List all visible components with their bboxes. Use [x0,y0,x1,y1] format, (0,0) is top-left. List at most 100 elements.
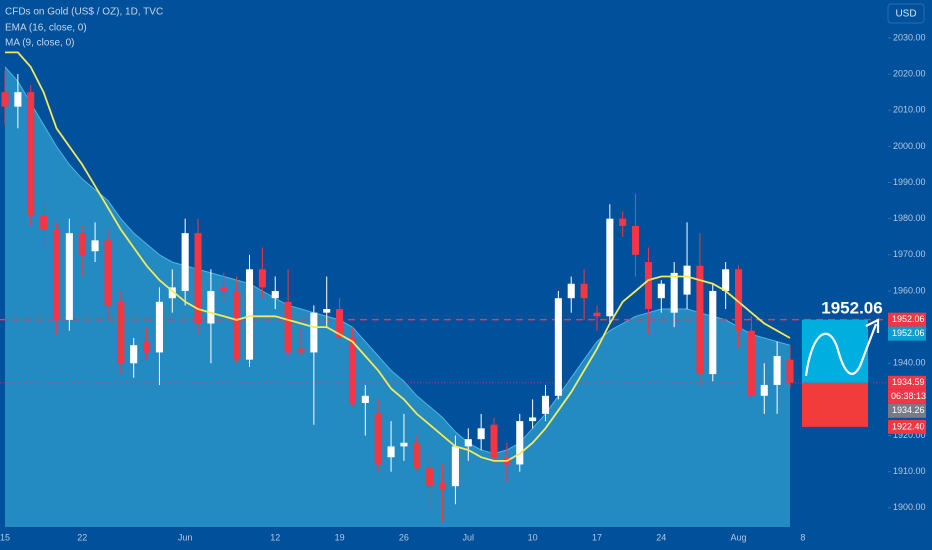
candle-body [207,290,215,324]
candle-body [786,359,794,383]
candle-body [117,301,125,364]
x-tick-label: 10 [528,532,538,542]
candle-body [400,442,408,447]
y-tick-label: 2000.00 [893,141,926,151]
currency-label[interactable]: USD [895,9,916,20]
candle-body [464,439,472,447]
candle-body [541,395,550,414]
candle-body [168,287,176,299]
countdown: 06:38:13 [891,391,926,401]
candle-body [78,233,86,255]
price-tag [888,419,926,434]
candle-body [747,330,755,396]
y-tick-label: 1920.00 [893,430,926,440]
candle-body [194,233,202,324]
x-tick-label: 12 [270,532,280,542]
candle-body [336,309,344,338]
candle-body [657,283,665,299]
candles-layer [1,70,794,523]
y-tick-label: 2020.00 [893,68,926,78]
countdown-tag [888,389,926,404]
x-tick-label: 24 [656,532,666,542]
candle-body [181,233,189,291]
candle-body [130,345,138,364]
candle-body [27,92,35,216]
candle-body [271,290,279,299]
candle-body [451,446,459,487]
candle-body [155,301,163,353]
candle-body [374,413,382,465]
x-tick-label: Aug [731,532,747,542]
price-tag [888,326,926,341]
candle-body [348,337,356,404]
candle-body [258,269,266,288]
x-tick-label: 15 [0,532,10,542]
candle-body [709,290,717,375]
price-tag-label: 1952.06 [892,314,925,324]
projection-curve [804,323,878,377]
candle-body [516,421,524,465]
legend-ema: EMA (16, close, 0) [5,23,87,34]
axis-layer: 1900.001910.001920.001930.001940.001950.… [0,32,926,542]
currency-button[interactable] [887,3,925,24]
y-tick-label: 1900.00 [893,502,926,512]
ema-line [5,51,791,462]
candle-body [14,92,22,107]
candle-body [1,92,9,107]
projection-layer: 1952.06 [5,51,883,462]
candle-body [310,312,318,353]
candle-body [670,272,678,313]
candle-body [284,301,292,353]
x-tick-label: 19 [335,532,345,542]
candle-body [619,218,627,226]
x-tick-label: Jun [178,532,193,542]
price-tag-label: 1922.40 [892,421,925,431]
y-tick-label: 1970.00 [893,249,926,259]
y-tick-label: 1980.00 [893,213,926,223]
y-tick-label: 1990.00 [893,177,926,187]
candle-body [297,348,305,353]
price-tag-label: 1934.26 [892,405,925,415]
candle-body [477,428,485,440]
y-tick-label: 1940.00 [893,358,926,368]
x-tick-label: 22 [77,532,87,542]
candle-body [104,240,112,306]
candle-body [361,395,369,404]
candle-body [490,424,498,458]
ma-line [4,66,791,455]
stop-zone [802,382,868,427]
candle-body [773,356,781,385]
target-annotation: 1952.06 [821,298,882,317]
price-tag [888,312,926,327]
chart-title: CFDs on Gold (US$ / OZ), 1D, TVC [5,7,163,18]
candle-body [40,215,48,230]
x-tick-label: 8 [800,532,805,542]
x-tick-label: Jul [463,532,475,542]
x-tick-label: 17 [592,532,602,542]
candle-body [143,341,151,353]
candle-body [593,312,601,317]
candle-body [245,269,254,360]
legend-ma: MA (9, close, 0) [5,38,74,49]
candle-body [683,265,691,295]
candle-body [529,417,537,422]
y-tick-label: 2030.00 [893,32,926,42]
candle-body [323,309,331,313]
candle-body [734,269,743,331]
price-lines-layer [0,66,888,455]
candle-body [91,240,99,252]
candle-body [606,218,614,317]
candle-body [760,384,768,396]
ma-area [5,66,790,528]
candle-body [580,283,588,299]
candle-body [65,233,73,320]
candle-body [426,468,434,487]
price-tag [888,403,926,418]
candle-body [413,442,421,469]
candle-body [233,290,241,360]
y-tick-label: 2010.00 [893,105,926,115]
candle-body [52,229,61,320]
candle-body [632,225,640,255]
y-tick-label: 1910.00 [893,466,926,476]
